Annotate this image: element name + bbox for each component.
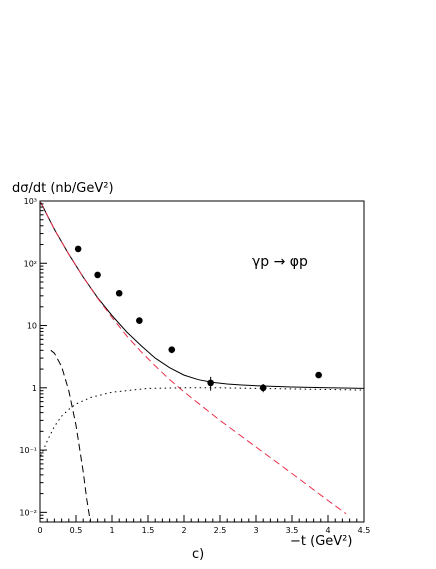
panel-label: c): [192, 547, 204, 562]
x-tick-label: 0: [37, 526, 42, 535]
x-tick-label: 4: [325, 526, 330, 535]
model-curve-solid: [40, 202, 364, 389]
y-tick-label: 10⁻¹: [19, 446, 37, 455]
y-tick-label: 1: [32, 384, 37, 393]
y-tick-label: 10: [27, 322, 37, 331]
x-tick-label: 1: [109, 526, 114, 535]
x-tick-label: 4.5: [358, 526, 371, 535]
axes: 0 0.5 1 1.5 2 2.5 3 3.5 4 4.5 10⁻² 10⁻¹ 1 10 10² 10³: [19, 197, 370, 535]
y-tick-label: 10³: [24, 197, 37, 206]
data-point: [168, 346, 176, 353]
reaction-annotation: γp → φp: [252, 254, 308, 270]
x-tick-label: 0.5: [70, 526, 83, 535]
plot-frame: [39, 200, 365, 523]
y-tick-label: 10²: [24, 259, 37, 268]
model-curve-dashed: [40, 202, 347, 515]
y-axis-title: dσ/dt (nb/GeV²): [12, 181, 114, 196]
x-axis-title: −t (GeV²): [290, 534, 352, 549]
x-tick-label: 1.5: [142, 526, 155, 535]
data-point: [259, 384, 267, 392]
data-point: [74, 245, 82, 253]
data-point: [315, 371, 322, 379]
data-point: [94, 271, 101, 279]
x-tick-label: 2.5: [214, 526, 227, 535]
y-tick-label: 10⁻²: [19, 508, 37, 517]
data-point: [115, 289, 123, 297]
model-curve-dotted: [40, 387, 364, 457]
x-tick-label: 3: [253, 526, 258, 535]
x-tick-label: 3.5: [286, 526, 299, 535]
x-tick-label: 2: [181, 526, 186, 535]
data-point: [136, 317, 143, 324]
data-point: [207, 379, 214, 387]
plot-area: [40, 202, 364, 522]
model-curve-dashed: [50, 349, 91, 522]
